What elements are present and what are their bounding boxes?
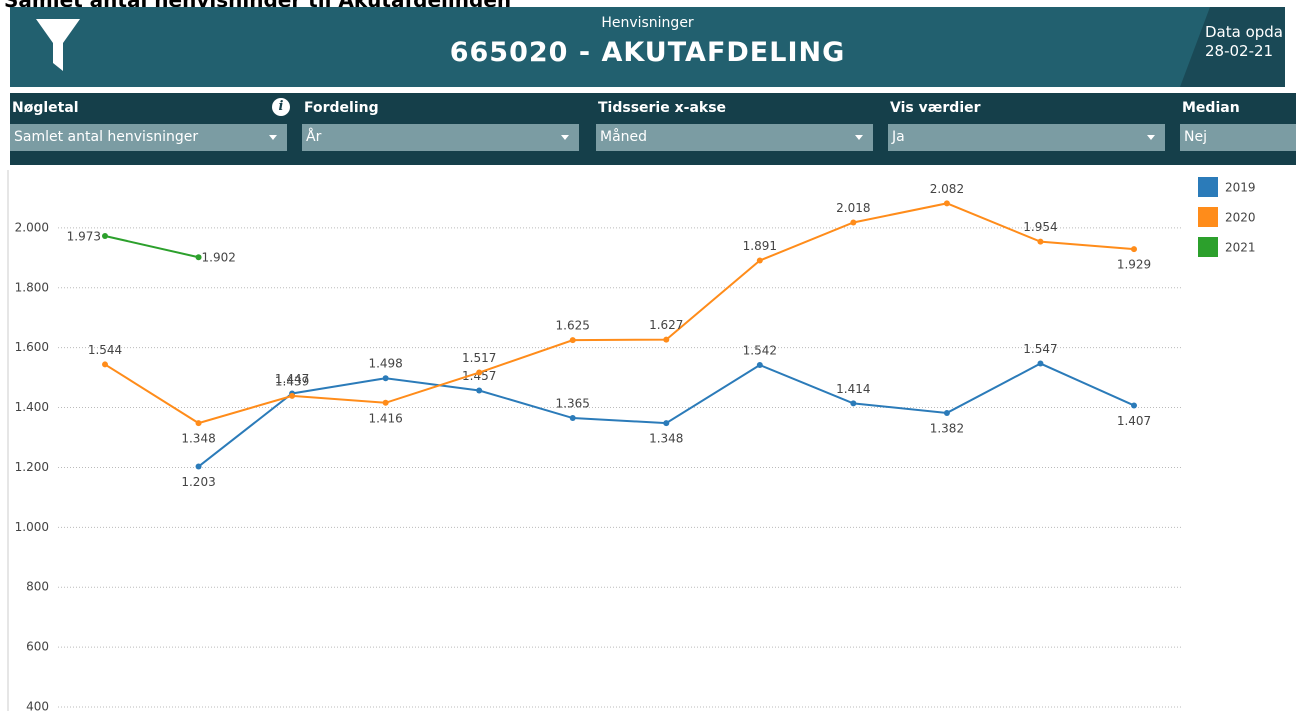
- legend-label: 2021: [1225, 241, 1256, 255]
- info-icon[interactable]: i: [272, 98, 290, 116]
- data-label: 1.627: [649, 318, 683, 332]
- y-tick-label: 2.000: [15, 220, 49, 234]
- data-point: [850, 400, 857, 407]
- header-subtitle: Henvisninger: [601, 15, 694, 31]
- filter-label: Nøgletal: [12, 100, 79, 116]
- header-title: 665020 - AKUTAFDELING: [449, 37, 846, 68]
- data-point: [663, 336, 670, 343]
- chart: 400 600 800 1.000 1.200 1.400 1.600 1.800 2.000 1…: [7, 170, 1256, 711]
- data-label: 1.365: [556, 397, 590, 411]
- legend-swatch: [1198, 207, 1218, 227]
- data-label: 1.929: [1117, 258, 1151, 272]
- series-line: [104, 202, 1135, 425]
- data-point: [756, 257, 763, 264]
- filter-label: Vis værdier: [890, 100, 981, 116]
- data-point: [102, 232, 108, 239]
- filter-value: Nej: [1184, 129, 1207, 145]
- data-point: [569, 337, 576, 344]
- data-label: 1.407: [1117, 414, 1151, 428]
- data-label: 2.018: [836, 201, 870, 215]
- dropdown-caret: [269, 135, 277, 140]
- dropdown-caret: [561, 135, 569, 140]
- data-label: 1.439: [275, 374, 309, 388]
- y-tick-label: 1.800: [15, 280, 49, 294]
- legend-label: 2020: [1225, 211, 1256, 225]
- filter-value: År: [306, 129, 322, 145]
- data-label: 1.542: [743, 344, 777, 358]
- data-point: [1037, 238, 1044, 245]
- data-point: [195, 463, 202, 470]
- y-tick-label: 1.200: [15, 460, 49, 474]
- data-point: [756, 362, 763, 369]
- data-point: [102, 361, 108, 368]
- data-label: 1.457: [462, 369, 496, 383]
- filter-icon[interactable]: [34, 15, 84, 75]
- data-point: [943, 200, 950, 207]
- filter-value: Samlet antal henvisninger: [14, 129, 199, 145]
- filter-dropdown[interactable]: Ja: [888, 124, 1165, 151]
- legend-label: 2019: [1225, 181, 1256, 195]
- filter-label: Median: [1182, 100, 1240, 116]
- series-line: [197, 362, 1135, 468]
- data-point: [195, 254, 202, 261]
- data-label: 1.416: [368, 411, 402, 425]
- update-label: Data opda: [1205, 23, 1283, 41]
- series-line: [104, 234, 199, 259]
- data-label: 1.498: [368, 357, 402, 371]
- filter-label: Fordeling: [304, 100, 379, 116]
- data-label: 1.547: [1023, 342, 1057, 356]
- y-tick-label: 1.000: [15, 520, 49, 534]
- y-tick-label: 1.400: [15, 400, 49, 414]
- data-label: 1.348: [649, 432, 683, 446]
- filter-value: Måned: [600, 129, 648, 145]
- data-label: 1.973: [67, 229, 101, 243]
- dropdown-caret: [1147, 135, 1155, 140]
- filter-dropdown[interactable]: År: [302, 124, 579, 151]
- update-info: Data opda 28-02-21: [1205, 23, 1283, 61]
- data-label: 1.447: [275, 372, 309, 386]
- data-label: 1.954: [1023, 220, 1057, 234]
- filter-dropdown[interactable]: Nej: [1180, 124, 1296, 151]
- filter-dropdown[interactable]: Samlet antal henvisninger: [10, 124, 287, 151]
- data-label: 1.625: [556, 319, 590, 333]
- data-point: [476, 387, 483, 394]
- data-label: 1.902: [202, 251, 236, 265]
- data-point: [569, 415, 576, 422]
- filter-bar: Nøgletal Samlet antal henvisninger i Fordel…: [10, 93, 1296, 165]
- data-point: [663, 420, 670, 427]
- data-point: [1037, 360, 1044, 367]
- legend-swatch: [1198, 237, 1218, 257]
- filter-dropdown[interactable]: Måned: [596, 124, 873, 151]
- data-point: [1131, 402, 1137, 409]
- data-point: [850, 219, 857, 226]
- data-label: 1.382: [930, 421, 964, 435]
- data-point: [382, 375, 389, 382]
- header: Henvisninger 665020 - AKUTAFDELING Data …: [10, 7, 1285, 87]
- data-point: [1131, 246, 1137, 253]
- y-tick-label: 800: [26, 580, 49, 594]
- y-tick-label: 400: [26, 700, 49, 711]
- legend-swatch: [1198, 177, 1218, 197]
- filter-value: Ja: [892, 129, 905, 145]
- data-point: [382, 399, 389, 406]
- data-point: [476, 369, 483, 376]
- data-label: 1.348: [181, 432, 215, 446]
- dropdown-caret: [855, 135, 863, 140]
- data-label: 1.517: [462, 351, 496, 365]
- y-tick-label: 600: [26, 640, 49, 654]
- data-point: [289, 392, 296, 399]
- data-label: 1.203: [181, 475, 215, 489]
- data-point: [943, 409, 950, 416]
- data-label: 1.891: [743, 239, 777, 253]
- data-label: 1.414: [836, 382, 870, 396]
- data-point: [195, 420, 202, 427]
- filter-label: Tidsserie x-akse: [598, 100, 727, 116]
- y-tick-label: 1.600: [15, 340, 49, 354]
- update-date: 28-02-21: [1205, 42, 1274, 60]
- data-label: 1.544: [88, 343, 122, 357]
- data-label: 2.082: [930, 182, 964, 196]
